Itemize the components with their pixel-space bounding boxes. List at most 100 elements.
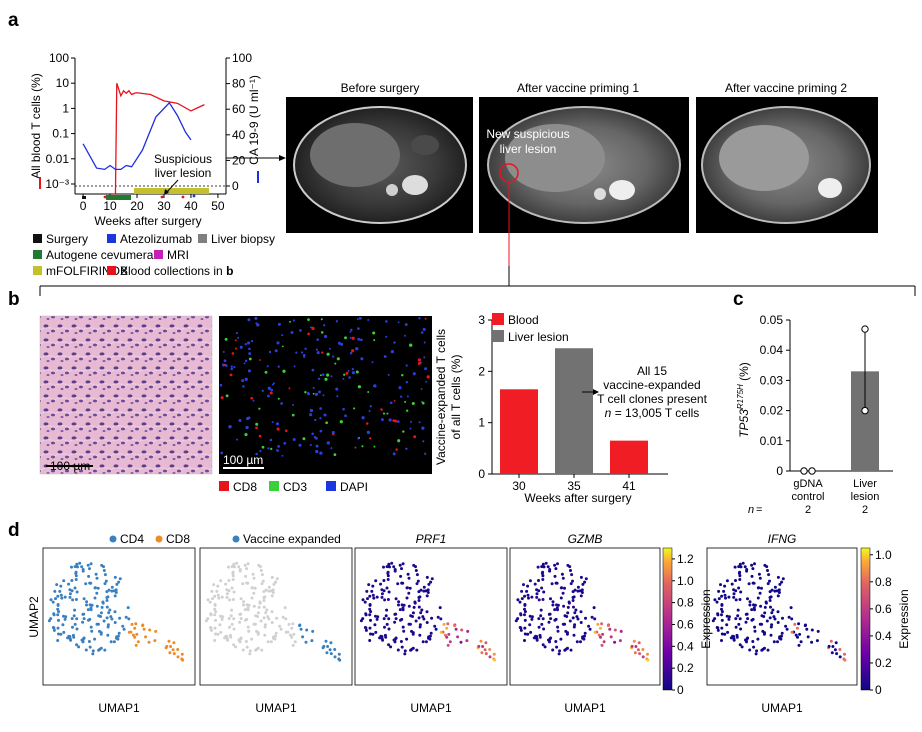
if-legend-label: CD8	[233, 480, 257, 494]
umap-cell-dot	[442, 622, 446, 626]
umap-cell-dot	[787, 615, 791, 619]
if-cell-dot	[423, 341, 426, 344]
umap-cell-dot	[74, 570, 78, 574]
umap-cell-dot	[56, 626, 60, 630]
if-cell-dot	[276, 449, 280, 452]
umap-cell-dot	[484, 641, 488, 645]
umap-cell-dot	[559, 596, 563, 600]
umap-cell-dot	[263, 633, 267, 637]
umap-cell-dot	[142, 627, 146, 631]
b-bar	[555, 348, 593, 474]
umap-cell-dot	[542, 565, 546, 569]
umap-cell-dot	[333, 648, 337, 651]
legend-swatch	[107, 234, 116, 243]
surgery-marker	[82, 196, 86, 199]
if-cell-dot	[277, 397, 280, 400]
umap-cell-dot	[230, 586, 234, 590]
umap-cell-dot	[576, 589, 580, 593]
umap-cell-dot	[421, 640, 425, 644]
if-cell-dot	[365, 422, 369, 425]
umap-cell-dot	[117, 631, 121, 635]
if-cell-dot	[371, 361, 374, 364]
umap-cell-dot	[518, 600, 522, 604]
umap-cell-dot	[368, 639, 372, 642]
umap-cell-dot	[73, 608, 77, 612]
umap-cell-dot	[97, 648, 101, 652]
umap-cell-dot	[74, 578, 78, 581]
umap-cell-dot	[383, 598, 387, 602]
if-cell-dot	[397, 321, 400, 324]
umap-cell-dot	[411, 646, 415, 650]
umap-title: GZMB	[568, 532, 603, 546]
umap-cell-dot	[273, 637, 277, 641]
umap-cell-dot	[367, 583, 371, 587]
if-cell-dot	[409, 427, 412, 430]
if-cell-dot	[373, 445, 376, 448]
umap-cell-dot	[716, 612, 720, 616]
umap-cell-dot	[333, 655, 337, 659]
if-cell-dot	[289, 320, 292, 323]
umap-cell-dot	[769, 605, 772, 609]
x-axis-label: Weeks after surgery	[94, 214, 201, 228]
timeline-chart: 100 10 1 0.1 0.01 10⁻³ 100 80 60 40 20 0 0 10 20 30 40…	[29, 51, 286, 228]
umap-cell-dot	[237, 565, 241, 569]
umap-cell-dot	[838, 648, 842, 651]
umap-cell-dot	[843, 658, 847, 662]
umap-cell-dot	[549, 617, 553, 621]
umap-cell-dot	[211, 597, 214, 601]
umap-cell-dot	[216, 632, 220, 636]
right-tick-label: 0	[232, 179, 239, 193]
if-cell-dot	[331, 431, 335, 435]
if-cell-dot	[247, 318, 251, 322]
if-cell-dot	[313, 435, 317, 439]
umap-cell-dot	[66, 636, 70, 640]
if-cell-dot	[239, 345, 243, 349]
umap-cell-dot	[554, 640, 558, 643]
if-cell-dot	[323, 413, 327, 417]
umap-cell-dot	[422, 589, 426, 593]
b-annotation-line2: vaccine-expanded	[603, 378, 700, 392]
umap-cell-dot	[399, 640, 403, 643]
if-cell-dot	[250, 396, 254, 400]
umap-cell-dot	[172, 641, 176, 645]
umap-cell-dot	[445, 635, 449, 639]
c-y-tick-label: 0	[776, 464, 783, 478]
umap-cell-dot	[600, 622, 604, 626]
umap-cell-dot	[232, 643, 236, 647]
umap-cell-dot	[154, 629, 158, 633]
umap-cell-dot	[369, 618, 372, 622]
umap-cell-dot	[230, 608, 234, 612]
if-cell-dot	[357, 337, 361, 341]
umap-cell-dot	[568, 565, 572, 569]
b-legend-label: Liver lesion	[508, 330, 569, 344]
umap-cell-dot	[806, 635, 810, 639]
umap-cell-dot	[565, 632, 569, 636]
legend-label: Surgery	[46, 232, 88, 246]
umap-cell-dot	[118, 616, 122, 620]
umap-cell-dot	[797, 622, 801, 626]
umap-cell-dot	[382, 617, 386, 621]
umap-cell-dot	[484, 652, 488, 656]
if-cell-dot	[281, 454, 284, 457]
mri-after-priming-1: New suspicious liver lesion	[479, 97, 689, 266]
if-cell-dot	[392, 452, 396, 456]
umap-cell-dot	[477, 644, 481, 648]
umap-cell-dot	[94, 572, 98, 576]
umap-cell-dot	[602, 640, 606, 644]
blood-collection-marker	[160, 195, 164, 199]
if-cell-dot	[225, 394, 229, 398]
if-cell-dot	[274, 349, 278, 353]
if-cell-dot	[220, 396, 224, 400]
if-cell-dot	[411, 401, 415, 406]
umap-cell-dot	[385, 608, 389, 612]
umap-cell-dot	[613, 640, 617, 644]
umap-cell-dot	[546, 565, 550, 569]
umap-cell-dot	[169, 645, 173, 648]
umap-cell-dot	[230, 622, 234, 626]
if-cell-dot	[322, 394, 325, 397]
umap-cell-dot	[425, 621, 429, 624]
umap-cell-dot	[56, 607, 60, 611]
if-cell-dot	[344, 336, 347, 340]
umap-cell-dot	[750, 563, 754, 567]
umap-cell-dot	[136, 640, 140, 644]
